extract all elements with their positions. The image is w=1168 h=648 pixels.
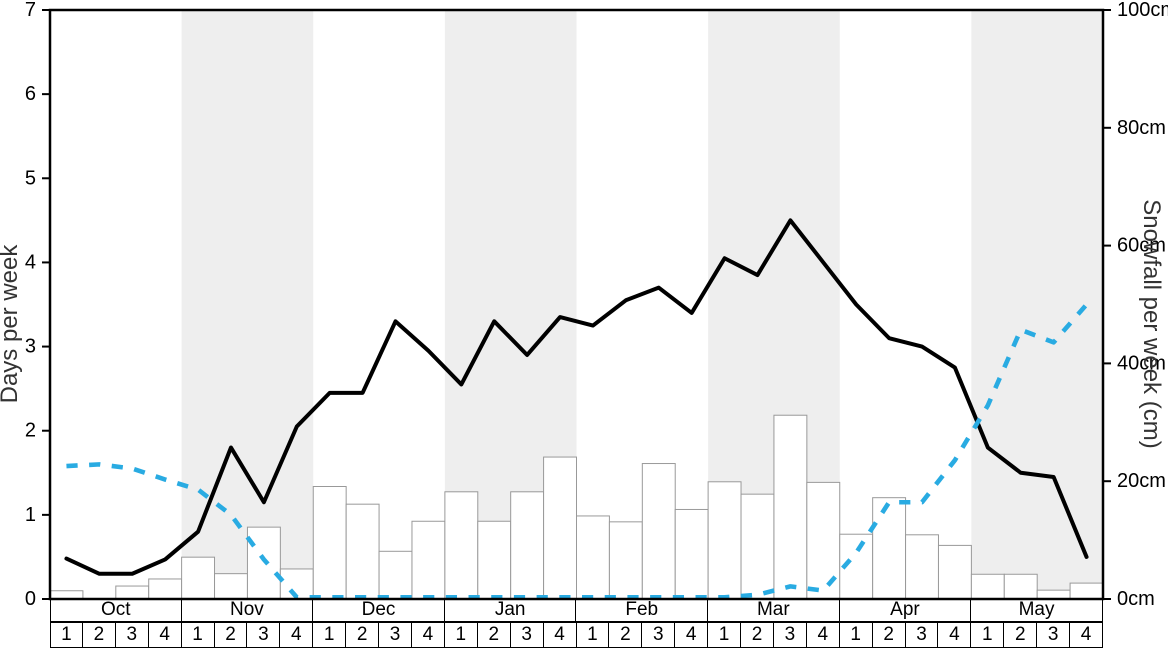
svg-text:5: 5 [25, 167, 36, 189]
svg-text:7: 7 [25, 0, 36, 21]
svg-text:0: 0 [25, 588, 36, 610]
svg-text:6: 6 [25, 83, 36, 105]
svg-text:2: 2 [25, 420, 36, 442]
svg-text:80cm: 80cm [1117, 117, 1166, 139]
svg-text:4: 4 [25, 251, 36, 273]
svg-text:3: 3 [25, 336, 36, 358]
svg-text:1: 1 [25, 504, 36, 526]
svg-text:20cm: 20cm [1117, 470, 1166, 492]
svg-text:0cm: 0cm [1117, 588, 1155, 610]
svg-text:100cm: 100cm [1117, 0, 1168, 21]
